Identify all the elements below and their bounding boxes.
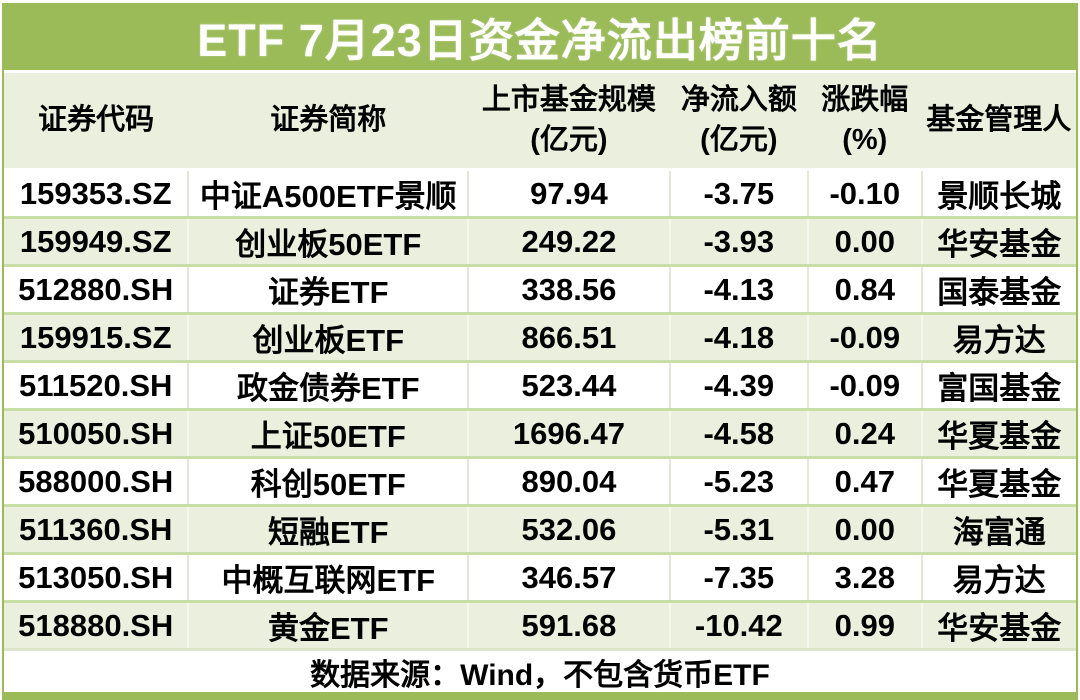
cell-change: -0.09: [807, 312, 923, 362]
cell-name: 上证50ETF: [188, 408, 470, 458]
table-body: 159353.SZ 中证A500ETF景顺 97.94 -3.75 -0.10 景顺长城 1…: [4, 169, 1076, 648]
cell-size: 532.06: [468, 504, 671, 554]
cell-manager: 富国基金: [921, 360, 1076, 410]
cell-code: 159915.SZ: [4, 312, 190, 362]
cell-name: 短融ETF: [188, 504, 470, 554]
table-frame: ETF 7月23日资金净流出榜前十名 证券代码 证券简称 上市基金规模 (亿元) 净流入…: [2, 3, 1078, 700]
cell-size: 591.68: [468, 600, 671, 648]
cell-name: 政金债券ETF: [188, 360, 470, 410]
cell-code: 518880.SH: [4, 600, 190, 648]
cell-change: 0.47: [807, 456, 923, 506]
data-source-note: 数据来源：Wind，不包含货币ETF: [4, 648, 1076, 692]
table-row: 518880.SH 黄金ETF 591.68 -10.42 0.99 华安基金: [4, 600, 1076, 648]
cell-size: 249.22: [468, 216, 671, 266]
cell-manager: 华夏基金: [921, 408, 1076, 458]
cell-name: 中证A500ETF景顺: [188, 169, 470, 218]
cell-size: 866.51: [468, 312, 671, 362]
cell-change: 0.99: [807, 600, 923, 648]
cell-size: 523.44: [468, 360, 671, 410]
cell-code: 159949.SZ: [4, 216, 190, 266]
cell-code: 510050.SH: [4, 408, 190, 458]
table-row: 510050.SH 上证50ETF 1696.47 -4.58 0.24 华夏基金: [4, 408, 1076, 458]
cell-change: -0.09: [807, 360, 923, 410]
cell-name: 证券ETF: [188, 264, 470, 314]
cell-manager: 华安基金: [921, 216, 1076, 266]
cell-code: 588000.SH: [4, 456, 190, 506]
cell-flow: -4.39: [669, 360, 809, 410]
cell-code: 511520.SH: [4, 360, 190, 410]
cell-change: -0.10: [807, 169, 923, 218]
cell-code: 511360.SH: [4, 504, 190, 554]
column-header-change: 涨跌幅 (%): [807, 73, 922, 171]
column-header-code: 证券代码: [4, 73, 189, 171]
cell-manager: 华安基金: [921, 600, 1076, 648]
header-row: 证券代码 证券简称 上市基金规模 (亿元) 净流入额 (亿元) 涨跌幅 (%) 基金管理人: [4, 73, 1076, 171]
cell-size: 1696.47: [468, 408, 671, 458]
cell-change: 0.00: [807, 504, 923, 554]
cell-manager: 华夏基金: [921, 456, 1076, 506]
cell-change: 0.24: [807, 408, 923, 458]
column-header-name: 证券简称: [188, 73, 469, 171]
cell-flow: -4.58: [669, 408, 809, 458]
cell-change: 3.28: [807, 552, 923, 602]
cell-manager: 海富通: [921, 504, 1076, 554]
table-row: 159949.SZ 创业板50ETF 249.22 -3.93 0.00 华安基金: [4, 216, 1076, 266]
table-row: 159353.SZ 中证A500ETF景顺 97.94 -3.75 -0.10 景顺长城: [4, 169, 1076, 218]
cell-change: 0.84: [807, 264, 923, 314]
title-divider: [4, 70, 1076, 73]
cell-name: 科创50ETF: [188, 456, 470, 506]
cell-size: 890.04: [468, 456, 671, 506]
table-row: 512880.SH 证券ETF 338.56 -4.13 0.84 国泰基金: [4, 264, 1076, 314]
column-header-flow: 净流入额 (亿元): [669, 73, 808, 171]
cell-flow: -3.75: [669, 169, 809, 218]
page: ETF 7月23日资金净流出榜前十名 证券代码 证券简称 上市基金规模 (亿元) 净流入…: [2, 3, 1078, 700]
cell-name: 创业板ETF: [188, 312, 470, 362]
page-title: ETF 7月23日资金净流出榜前十名: [4, 3, 1076, 70]
cell-flow: -3.93: [669, 216, 809, 266]
cell-flow: -5.23: [669, 456, 809, 506]
cell-size: 338.56: [468, 264, 671, 314]
cell-name: 黄金ETF: [188, 600, 470, 648]
cell-manager: 国泰基金: [921, 264, 1076, 314]
cell-flow: -7.35: [669, 552, 809, 602]
cell-change: 0.00: [807, 216, 923, 266]
cell-flow: -4.13: [669, 264, 809, 314]
cell-flow: -4.18: [669, 312, 809, 362]
table-header: 证券代码 证券简称 上市基金规模 (亿元) 净流入额 (亿元) 涨跌幅 (%) 基金管理人: [4, 73, 1076, 171]
cell-manager: 易方达: [921, 552, 1076, 602]
cell-code: 512880.SH: [4, 264, 190, 314]
cell-name: 创业板50ETF: [188, 216, 470, 266]
table-row: 159915.SZ 创业板ETF 866.51 -4.18 -0.09 易方达: [4, 312, 1076, 362]
cell-code: 513050.SH: [4, 552, 190, 602]
cell-manager: 景顺长城: [921, 169, 1076, 218]
cell-flow: -10.42: [669, 600, 809, 648]
column-header-manager: 基金管理人: [921, 73, 1076, 171]
table-row: 511360.SH 短融ETF 532.06 -5.31 0.00 海富通: [4, 504, 1076, 554]
cell-size: 346.57: [468, 552, 671, 602]
bottom-green-bar: [4, 692, 1076, 700]
cell-size: 97.94: [468, 169, 671, 218]
cell-manager: 易方达: [921, 312, 1076, 362]
etf-outflow-table: 证券代码 证券简称 上市基金规模 (亿元) 净流入额 (亿元) 涨跌幅 (%) 基金管理人 15…: [4, 73, 1076, 648]
table-row: 511520.SH 政金债券ETF 523.44 -4.39 -0.09 富国基金: [4, 360, 1076, 410]
cell-flow: -5.31: [669, 504, 809, 554]
column-header-size: 上市基金规模 (亿元): [468, 73, 670, 171]
table-row: 588000.SH 科创50ETF 890.04 -5.23 0.47 华夏基金: [4, 456, 1076, 506]
cell-name: 中概互联网ETF: [188, 552, 470, 602]
cell-code: 159353.SZ: [4, 169, 190, 218]
table-row: 513050.SH 中概互联网ETF 346.57 -7.35 3.28 易方达: [4, 552, 1076, 602]
